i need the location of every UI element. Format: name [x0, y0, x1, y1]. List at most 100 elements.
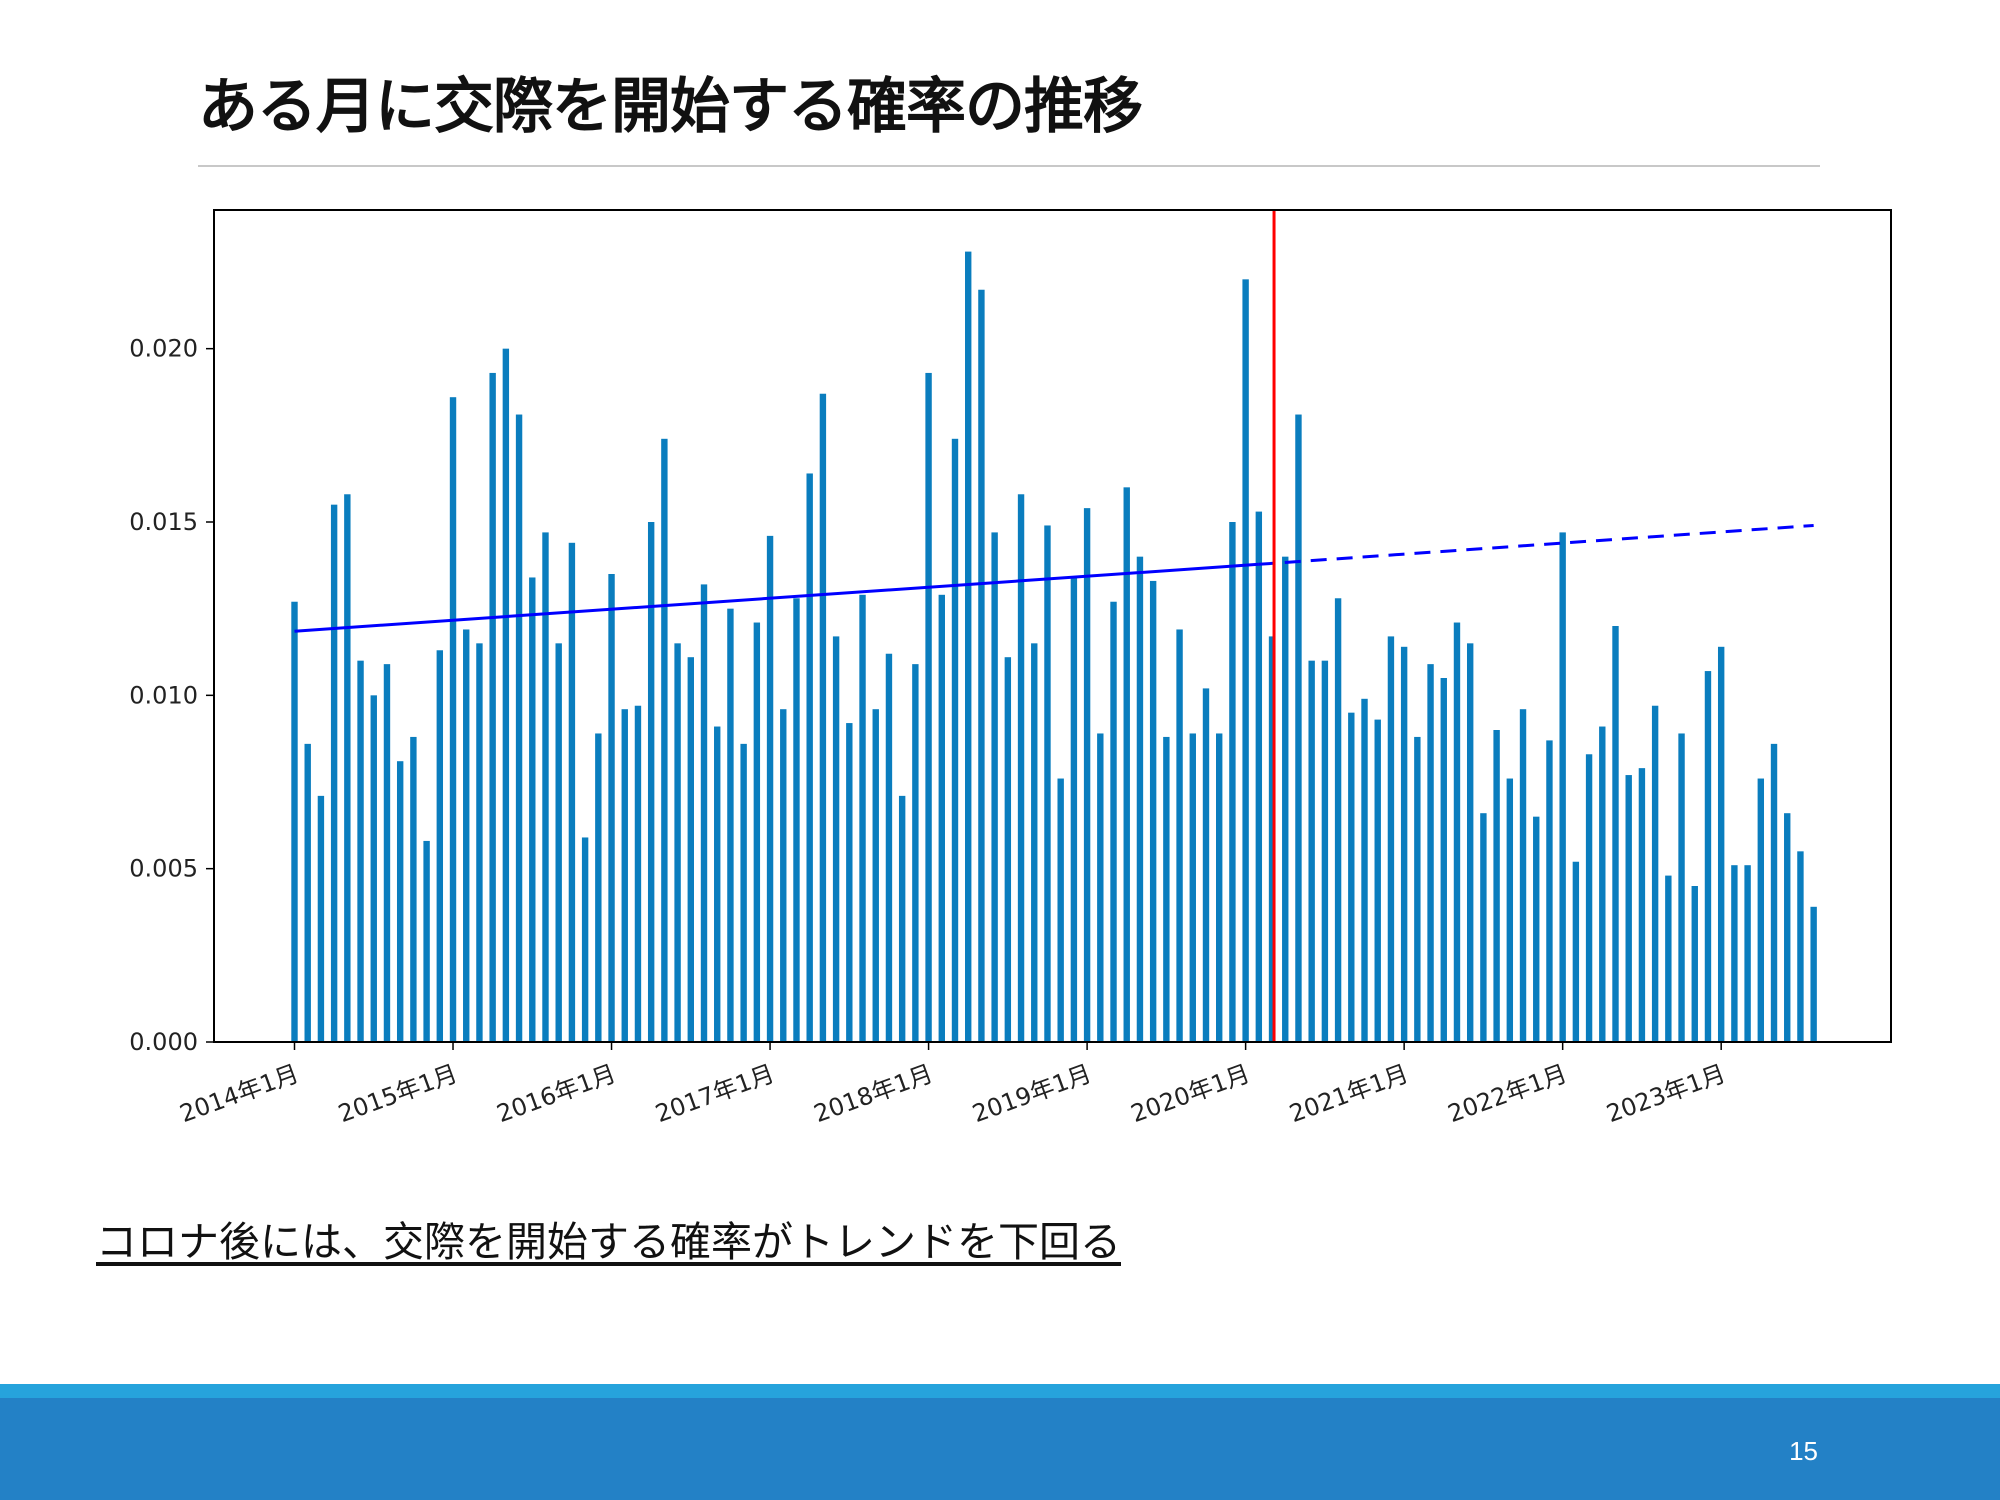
y-axis-ticks: 0.000 0.005 0.010 0.015 0.020: [129, 335, 214, 1056]
bar: [1004, 657, 1012, 1042]
bar: [436, 650, 444, 1042]
trend-line-fitted: [294, 562, 1259, 633]
bar: [515, 414, 523, 1042]
bar: [1704, 671, 1712, 1042]
bar: [370, 695, 377, 1042]
bar: [819, 393, 827, 1042]
bar: [1440, 678, 1447, 1042]
bar: [568, 542, 576, 1042]
bar: [898, 795, 906, 1042]
bar: [1268, 636, 1276, 1042]
bar: [304, 743, 311, 1042]
bar: [661, 438, 668, 1042]
bar: [1599, 726, 1606, 1042]
bar: [793, 598, 800, 1042]
x-tick-label: 2022年1月: [1444, 1059, 1570, 1128]
bar: [1519, 709, 1527, 1042]
bar: [291, 601, 298, 1042]
bar: [1202, 688, 1210, 1042]
slide-caption: コロナ後には、交際を開始する確率がトレンドを下回る: [96, 1218, 1121, 1266]
bar: [740, 743, 747, 1042]
bar: [396, 761, 404, 1042]
bar: [1057, 778, 1064, 1042]
bar: [1797, 851, 1804, 1042]
bar: [1572, 861, 1580, 1042]
bar: [978, 289, 985, 1042]
bar: [1546, 740, 1553, 1042]
bar: [1229, 522, 1236, 1042]
bar: [1361, 698, 1368, 1042]
plot-frame: [213, 209, 1892, 1043]
bar: [357, 660, 364, 1042]
bar: [1308, 660, 1315, 1042]
trend-line-projection: [1258, 523, 1814, 566]
y-tick-label: 0.015: [129, 508, 198, 536]
x-tick-label: 2021年1月: [1286, 1059, 1412, 1128]
bar: [423, 840, 430, 1042]
page-number: 15: [1789, 1436, 1818, 1466]
bar: [1387, 636, 1395, 1042]
bar: [449, 397, 457, 1042]
bar: [1083, 508, 1091, 1043]
bar: [859, 594, 866, 1042]
bar: [1638, 768, 1646, 1042]
bar: [925, 372, 932, 1042]
bar: [1149, 580, 1157, 1042]
bar: [1017, 494, 1025, 1042]
bar: [1651, 705, 1659, 1042]
y-tick-label: 0.000: [129, 1028, 198, 1056]
bar-series: [291, 251, 1817, 1043]
bar: [1480, 813, 1487, 1042]
bar: [1348, 712, 1355, 1042]
bar: [1110, 601, 1117, 1042]
x-axis-ticks: 2014年1月 2015年1月 2016年1月 2017年1月 2018年1月 2019年…: [176, 1042, 1729, 1128]
x-tick-label: 2016年1月: [493, 1059, 619, 1128]
footer-stripe: [0, 1384, 2000, 1398]
bar: [872, 709, 879, 1042]
bar: [806, 473, 813, 1042]
bar: [991, 532, 998, 1042]
bar: [330, 504, 338, 1043]
bar: [1414, 736, 1421, 1042]
bar: [634, 705, 642, 1042]
chart-overlays: [294, 210, 1814, 1042]
bar-chart: 0.000 0.005 0.010 0.015 0.020 2014年1月 2015年1月…: [129, 209, 1892, 1128]
bar: [1374, 719, 1381, 1042]
bar: [647, 522, 655, 1042]
bar: [581, 837, 589, 1042]
bar: [1242, 279, 1249, 1042]
bar: [846, 723, 853, 1042]
x-tick-label: 2014年1月: [176, 1059, 302, 1128]
title-divider: [198, 165, 1820, 167]
bar: [1506, 778, 1514, 1042]
bar: [1731, 865, 1738, 1042]
x-tick-label: 2020年1月: [1127, 1059, 1253, 1128]
bar: [674, 643, 681, 1042]
bar: [780, 709, 787, 1042]
footer-bar: 15: [0, 1398, 2000, 1500]
bar: [1691, 886, 1698, 1042]
y-tick-label: 0.010: [129, 681, 198, 709]
bar: [621, 709, 628, 1042]
bar: [700, 584, 708, 1042]
bar: [1044, 525, 1051, 1042]
y-tick-label: 0.020: [129, 335, 198, 363]
bar: [489, 372, 496, 1042]
bar: [912, 664, 919, 1042]
bar: [1612, 626, 1619, 1042]
bar: [687, 657, 694, 1042]
x-tick-label: 2023年1月: [1603, 1059, 1729, 1128]
bar: [1717, 646, 1725, 1042]
bar: [317, 795, 325, 1042]
bar: [1321, 660, 1329, 1042]
bar: [885, 653, 893, 1042]
bar: [1757, 778, 1765, 1042]
bar: [1533, 816, 1540, 1042]
bar: [1295, 414, 1302, 1042]
bar: [965, 251, 972, 1043]
bar: [344, 494, 351, 1042]
bar: [951, 438, 959, 1042]
bar: [1493, 730, 1500, 1042]
bar: [1255, 511, 1263, 1043]
bar: [938, 594, 945, 1042]
